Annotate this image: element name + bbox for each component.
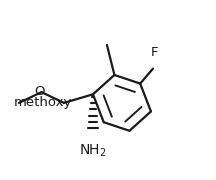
- Text: O: O: [35, 85, 45, 98]
- Text: F: F: [150, 46, 158, 59]
- Text: NH$_2$: NH$_2$: [79, 143, 107, 159]
- Text: methoxy: methoxy: [14, 96, 72, 109]
